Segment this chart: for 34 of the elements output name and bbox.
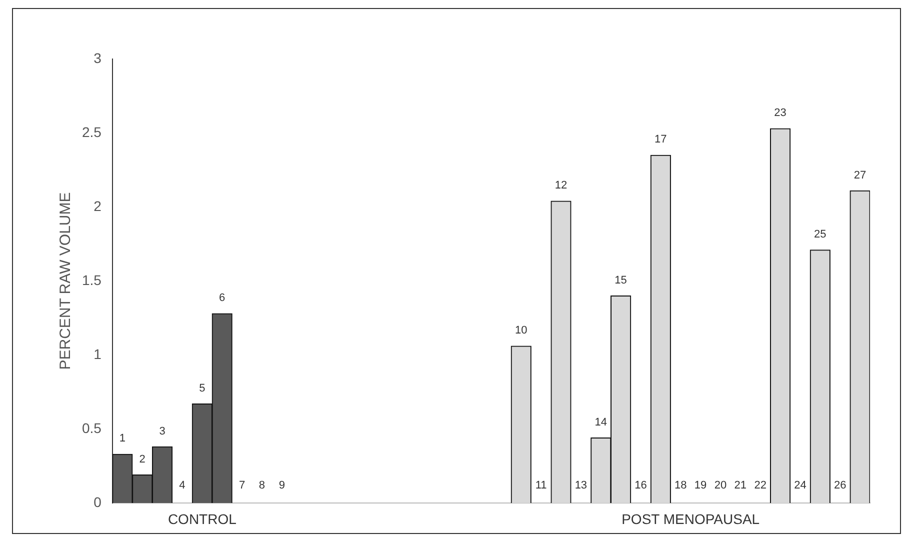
x-tick-label: 23 (774, 107, 786, 120)
y-tick-label: 1.5 (82, 272, 102, 288)
x-tick-label: 10 (515, 324, 528, 337)
y-tick-label: 0.5 (82, 420, 102, 436)
series-label: CONTROL (168, 510, 237, 527)
x-tick-label: 16 (634, 480, 647, 492)
x-tick-label: 8 (258, 480, 266, 492)
x-tick-label: 22 (754, 480, 766, 492)
y-tick-label: 2 (94, 198, 102, 214)
x-tick-label: 6 (219, 292, 226, 304)
x-tick-label: 4 (179, 480, 186, 492)
x-tick-label: 18 (674, 480, 687, 492)
x-tick-label: 7 (238, 480, 246, 492)
x-tick-label: 27 (854, 169, 866, 182)
x-tick-label: 14 (594, 416, 607, 428)
x-tick-label: 20 (714, 480, 727, 492)
x-tick-label: 15 (614, 274, 627, 286)
x-tick-label: 17 (654, 134, 667, 146)
y-tick-label: 2.5 (82, 124, 102, 140)
x-tick-label: 13 (574, 480, 588, 492)
x-tick-label: 5 (199, 382, 206, 394)
x-tick-label: 26 (834, 480, 846, 492)
y-axis-title: PERCENT RAW VOLUME (57, 192, 74, 370)
x-tick-label: 21 (734, 480, 747, 492)
y-tick-label: 1 (94, 346, 102, 362)
y-tick-label: 0 (94, 494, 102, 510)
x-tick-label: 24 (794, 480, 806, 492)
series-label: POST MENOPAUSAL (622, 510, 760, 527)
x-tick-label: 12 (554, 180, 568, 192)
x-tick-label: 25 (814, 228, 826, 240)
x-tick-label: 9 (278, 480, 285, 492)
x-tick-label: 11 (535, 480, 547, 492)
x-tick-label: 19 (694, 480, 707, 492)
y-tick-label: 3 (94, 50, 102, 66)
